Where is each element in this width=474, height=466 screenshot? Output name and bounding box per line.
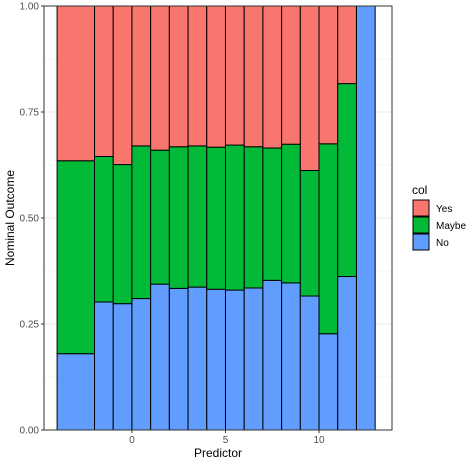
bar-segment-yes — [262, 5, 283, 149]
y-tick-label: 1.00 — [20, 2, 40, 13]
bar-segment-no — [112, 303, 133, 431]
bar-segment-no — [299, 295, 320, 431]
bar-segment-no — [94, 301, 114, 431]
bar-segment-no — [318, 333, 339, 431]
bar-segment-yes — [318, 5, 339, 145]
bar-segment-maybe — [224, 144, 245, 291]
y-tick-label: 0.50 — [20, 214, 40, 225]
bar-segment-maybe — [243, 146, 264, 289]
bar-segment-no — [131, 298, 152, 431]
y-tick-label: 0.00 — [20, 426, 40, 437]
axes: 0.00 0.25 0.50 0.75 1.00 0 5 10 — [20, 2, 326, 447]
bar-segment-maybe — [337, 83, 357, 278]
bar-segment-yes — [112, 5, 133, 166]
bar-segment-yes — [337, 5, 357, 85]
bar-segment-maybe — [168, 146, 189, 289]
bar-segment-yes — [168, 5, 189, 148]
legend: col Yes Maybe No — [412, 183, 466, 251]
bar-segment-yes — [243, 5, 264, 148]
bar-segment-yes — [281, 5, 301, 145]
bar-segment-no — [262, 279, 283, 431]
bar-segment-no — [150, 283, 170, 431]
bar-segment-maybe — [150, 149, 170, 285]
y-axis-title: Nominal Outcome — [3, 170, 17, 266]
legend-swatch-no — [412, 233, 430, 251]
bars — [56, 5, 376, 431]
bar-segment-yes — [299, 5, 320, 172]
bar-segment-maybe — [262, 147, 283, 281]
legend-swatch-maybe — [412, 216, 430, 234]
bar-segment-maybe — [206, 146, 226, 290]
bar-segment-maybe — [299, 170, 320, 297]
bar-segment-no — [168, 287, 189, 431]
x-tick-label: 5 — [223, 435, 229, 446]
bar-segment-maybe — [131, 145, 152, 300]
legend-items: Yes Maybe No — [412, 199, 466, 251]
bar-segment-no — [355, 5, 376, 431]
bar-segment-yes — [187, 5, 208, 147]
legend-label-yes: Yes — [436, 204, 452, 215]
bar-segment-no — [337, 276, 357, 431]
bar-segment-maybe — [112, 164, 133, 305]
y-tick-label: 0.75 — [20, 108, 40, 119]
bar-segment-maybe — [94, 156, 114, 303]
bar-segment-yes — [150, 5, 170, 151]
bar-segment-maybe — [281, 143, 301, 284]
legend-swatch-yes — [412, 199, 430, 217]
bar-segment-yes — [56, 5, 96, 162]
legend-title: col — [412, 183, 427, 197]
legend-label-maybe: Maybe — [436, 221, 466, 232]
x-tick-label: 10 — [313, 435, 325, 446]
bar-segment-no — [187, 286, 208, 431]
bar-segment-yes — [206, 5, 226, 148]
bar-segment-yes — [94, 5, 114, 158]
bar-segment-no — [206, 288, 226, 431]
y-tick-label: 0.25 — [20, 320, 40, 331]
bar-segment-yes — [131, 5, 152, 147]
bar-segment-no — [243, 287, 264, 431]
bar-segment-yes — [224, 5, 245, 146]
legend-label-no: No — [436, 238, 449, 249]
bar-segment-no — [224, 289, 245, 431]
bar-segment-no — [281, 282, 301, 431]
x-tick-label: 0 — [129, 435, 135, 446]
bar-segment-maybe — [318, 143, 339, 335]
x-axis-title: Predictor — [194, 446, 242, 460]
bar-segment-no — [56, 353, 96, 431]
bar-segment-maybe — [187, 145, 208, 288]
bar-segment-maybe — [56, 160, 96, 355]
